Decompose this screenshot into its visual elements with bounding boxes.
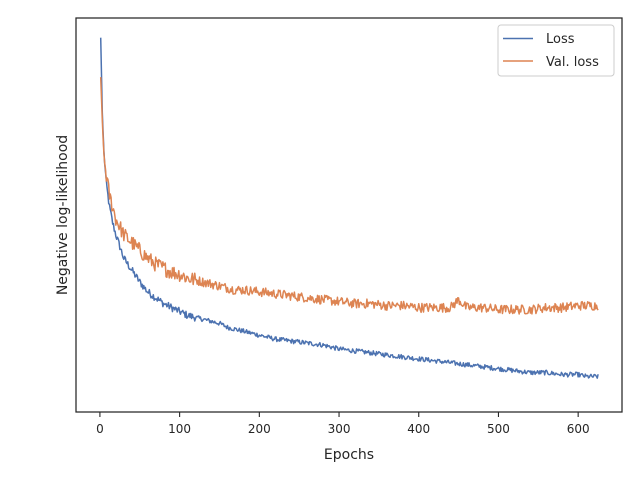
series-line-val-loss — [99, 77, 599, 315]
x-tick-label: 500 — [487, 422, 510, 436]
plot-frame — [75, 17, 623, 413]
x-tick-label: 600 — [567, 422, 590, 436]
series-line-loss — [99, 37, 599, 379]
x-tick-label: 300 — [328, 422, 351, 436]
x-tick-label: 400 — [407, 422, 430, 436]
legend: Loss Val. loss — [497, 24, 615, 77]
plot-area — [99, 37, 599, 379]
legend-label-loss: Loss — [546, 32, 575, 47]
legend-label-val-loss: Val. loss — [546, 55, 599, 70]
y-axis-label: Negative log-likelihood — [55, 135, 71, 295]
x-axis-label: Epochs — [324, 447, 374, 463]
x-tick-label: 200 — [248, 422, 271, 436]
x-tick-label: 100 — [168, 422, 191, 436]
x-tick-label: 0 — [96, 422, 104, 436]
x-axis: 0 100 200 300 400 500 600 — [96, 412, 590, 436]
